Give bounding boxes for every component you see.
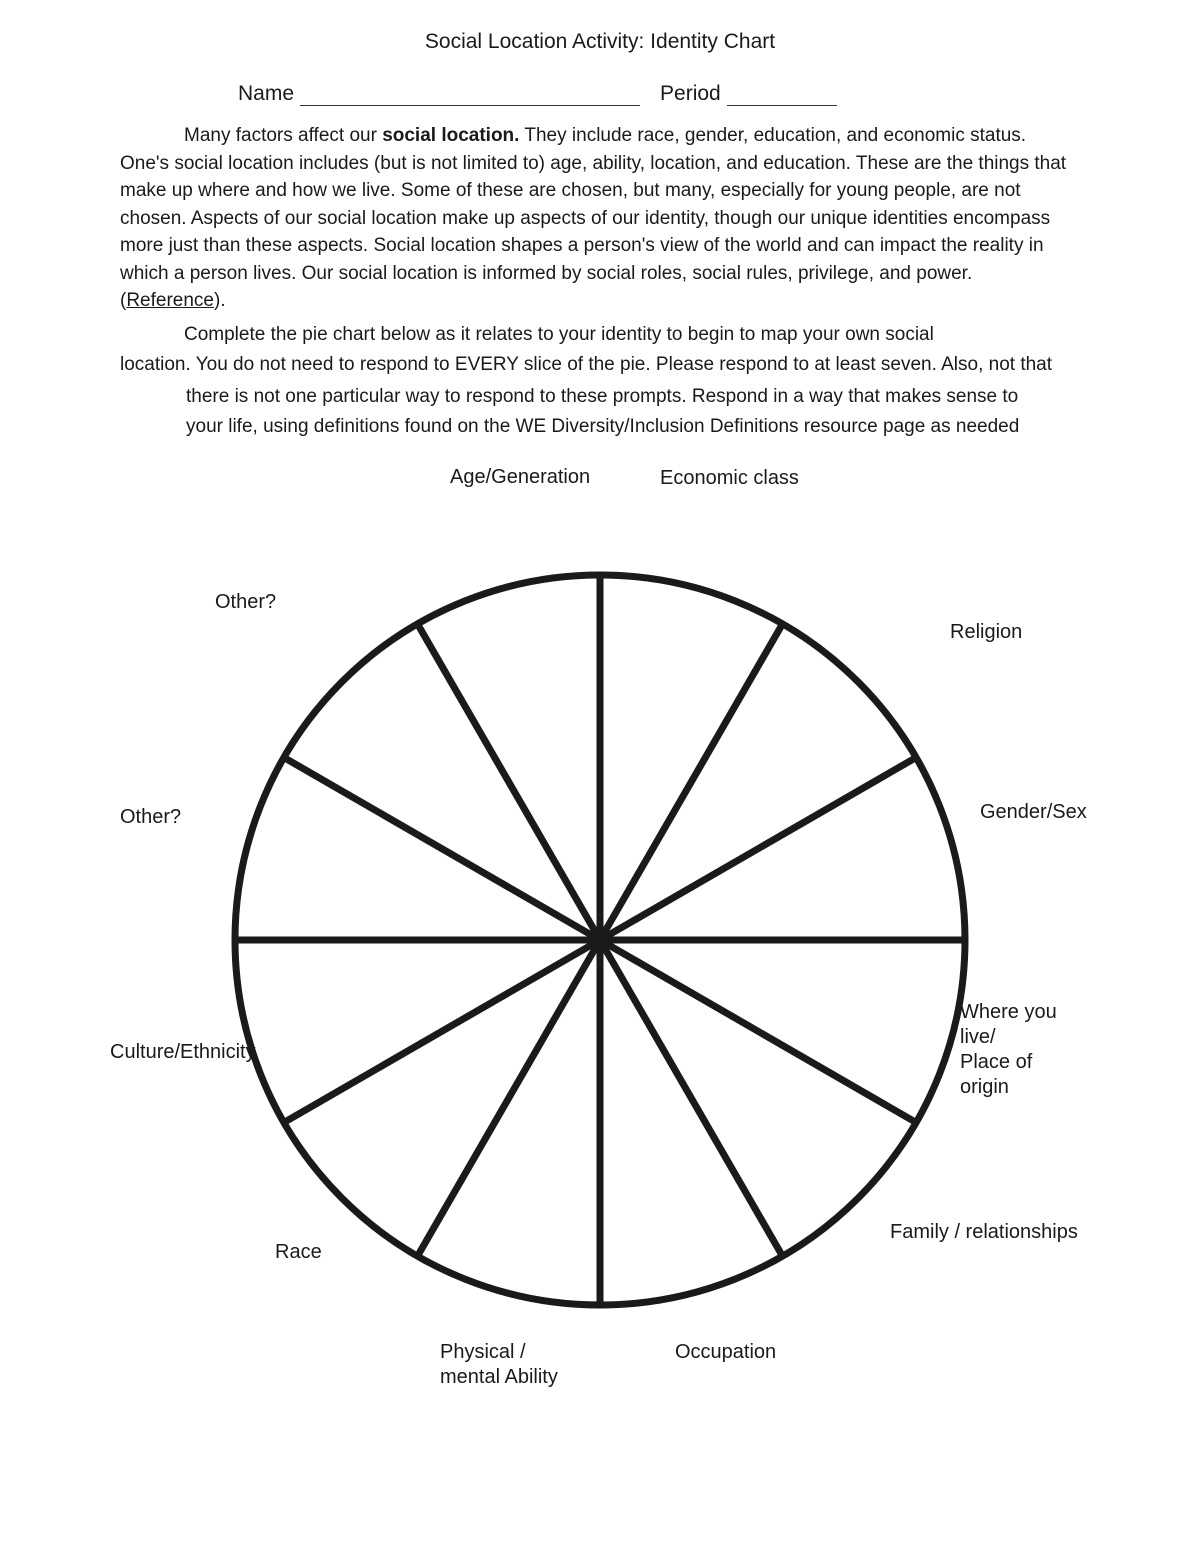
slice-label-8: Race xyxy=(275,1240,322,1265)
slice-label-11: Other? xyxy=(215,590,276,615)
paragraph-2-line2: location. You do not need to respond to … xyxy=(120,351,1080,379)
name-label: Name xyxy=(238,82,294,106)
slice-label-7: Physical / mental Ability xyxy=(440,1340,558,1390)
paragraph-1-text: Many factors affect our social location.… xyxy=(120,125,1066,311)
slice-label-9: Culture/Ethnicity xyxy=(110,1040,256,1065)
slice-label-3: Gender/Sex xyxy=(980,800,1087,825)
period-label: Period xyxy=(660,82,721,106)
page-title: Social Location Activity: Identity Chart xyxy=(110,30,1090,54)
paragraph-2-line4: your life, using definitions found on th… xyxy=(186,413,1080,442)
paragraph-1: Many factors affect our social location.… xyxy=(120,122,1080,315)
name-input-line[interactable] xyxy=(300,82,640,106)
slice-label-4: Where you live/ Place of origin xyxy=(960,1000,1080,1100)
slice-label-0: Age/Generation xyxy=(450,465,590,490)
paragraph-2-line1: Complete the pie chart below as it relat… xyxy=(120,321,1080,350)
name-period-row: Name Period xyxy=(238,82,1090,106)
worksheet-page: Social Location Activity: Identity Chart… xyxy=(0,0,1200,1553)
slice-label-2: Religion xyxy=(950,620,1022,645)
pie-center-dot xyxy=(592,932,608,948)
period-input-line[interactable] xyxy=(727,82,837,106)
identity-pie-chart: Age/GenerationEconomic classReligionGend… xyxy=(120,460,1080,1420)
slice-label-5: Family / relationships xyxy=(890,1220,1078,1245)
slice-label-1: Economic class xyxy=(660,466,799,491)
slice-label-10: Other? xyxy=(120,805,181,830)
paragraph-2-line3: there is not one particular way to respo… xyxy=(186,383,1080,412)
slice-label-6: Occupation xyxy=(675,1340,776,1365)
